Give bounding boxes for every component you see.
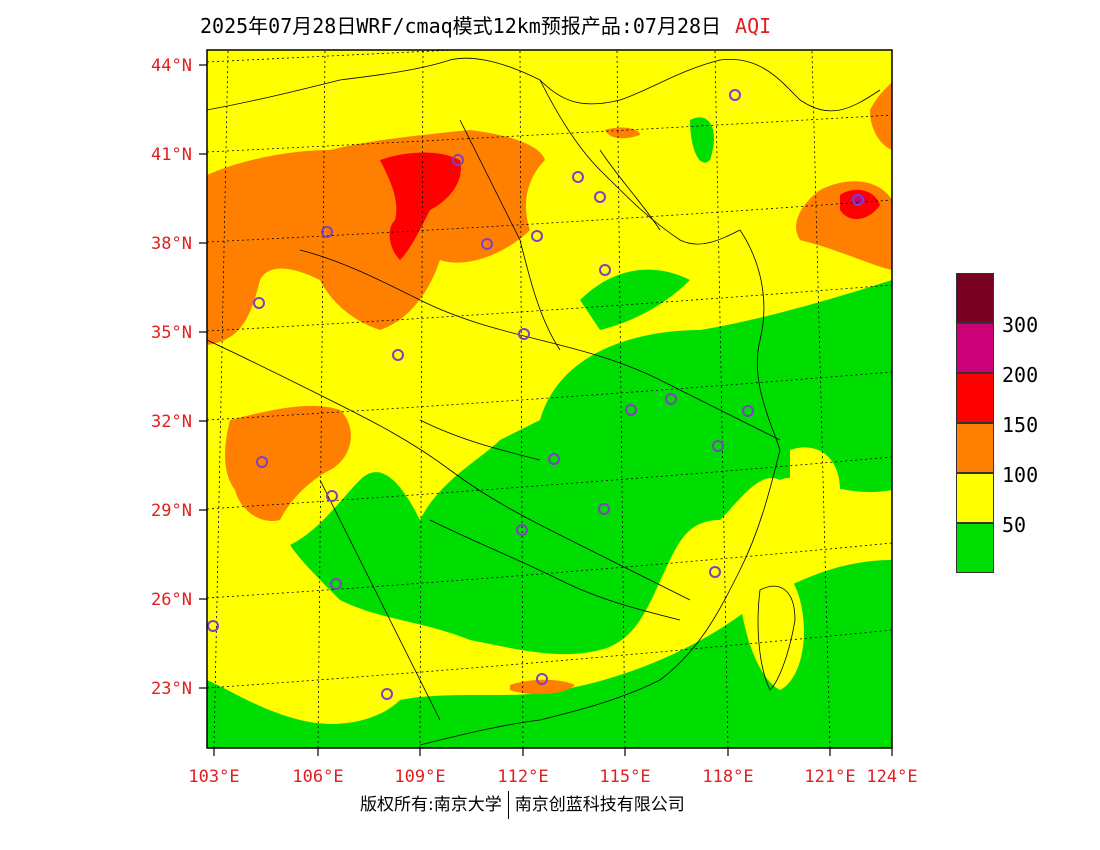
latitude-label: 29°N xyxy=(151,501,192,521)
legend-label: 200 xyxy=(1002,363,1039,387)
footer-divider xyxy=(507,791,509,819)
longitude-label: 121°E xyxy=(804,767,855,787)
legend-label: 150 xyxy=(1002,413,1039,437)
legend-swatch-unhealthy xyxy=(956,373,994,423)
unhealthy-sensitive-area-west xyxy=(207,230,227,320)
station-markers xyxy=(207,89,864,700)
sea-moderate-patch xyxy=(790,447,840,501)
latitude-axis: 44°N 41°N 38°N 35°N 32°N 29°N 26°N 23°N xyxy=(151,56,207,699)
footer: 版权所有:南京大学 南京创蓝科技有限公司 xyxy=(360,790,685,819)
station-marker xyxy=(256,456,268,468)
legend-swatch-very-unhealthy-dark xyxy=(956,273,994,323)
station-marker xyxy=(518,328,530,340)
station-marker xyxy=(709,566,721,578)
legend-swatch-moderate xyxy=(956,473,994,523)
variable-label: AQI xyxy=(735,14,772,38)
station-marker xyxy=(531,230,543,242)
boundaries xyxy=(207,57,881,746)
latitude-label: 35°N xyxy=(151,323,192,343)
unhealthy-sensitive-area-guangdong xyxy=(510,679,575,695)
legend-swatch-good xyxy=(956,523,994,573)
station-marker xyxy=(548,453,560,465)
station-marker xyxy=(381,688,393,700)
longitude-label: 103°E xyxy=(188,767,239,787)
longitude-label: 109°E xyxy=(394,767,445,787)
latitude-label: 32°N xyxy=(151,412,192,432)
longitude-label: 112°E xyxy=(497,767,548,787)
map-title: 2025年07月28日WRF/cmaq模式12km预报产品:07月28日 AQI xyxy=(200,10,771,39)
longitude-label: 115°E xyxy=(599,767,650,787)
station-marker xyxy=(330,578,342,590)
station-marker xyxy=(712,440,724,452)
legend-label: 50 xyxy=(1002,513,1027,537)
station-marker xyxy=(625,404,637,416)
unhealthy-sensitive-area-beijing xyxy=(605,127,640,139)
unhealthy-sensitive-area-sichuan xyxy=(225,405,351,521)
company-text: 南京创蓝科技有限公司 xyxy=(514,795,685,815)
station-marker xyxy=(598,503,610,515)
station-marker xyxy=(852,194,864,206)
good-area-shandong xyxy=(580,269,690,330)
station-marker xyxy=(742,405,754,417)
legend-swatch-very-unhealthy xyxy=(956,323,994,373)
taiwan-moderate xyxy=(740,564,804,690)
station-marker xyxy=(599,264,611,276)
good-area-north xyxy=(690,117,714,163)
station-marker xyxy=(452,154,464,166)
latitude-label: 41°N xyxy=(151,145,192,165)
station-marker xyxy=(321,226,333,238)
longitude-label: 106°E xyxy=(292,767,343,787)
graticule xyxy=(207,50,892,748)
station-marker xyxy=(665,393,677,405)
station-marker xyxy=(594,191,606,203)
unhealthy-area-inner-mongolia xyxy=(380,152,461,260)
longitude-axis: 103°E 106°E 109°E 112°E 115°E 118°E 121°E 124°E xyxy=(188,748,918,787)
legend-label: 300 xyxy=(1002,313,1039,337)
station-marker xyxy=(481,238,493,250)
latitude-label: 26°N xyxy=(151,590,192,610)
station-marker xyxy=(516,524,528,536)
latitude-label: 44°N xyxy=(151,56,192,76)
station-marker xyxy=(207,620,219,632)
unhealthy-sensitive-area-ne xyxy=(870,80,892,150)
station-marker xyxy=(326,490,338,502)
station-marker xyxy=(536,673,548,685)
longitude-label: 118°E xyxy=(702,767,753,787)
legend-label: 100 xyxy=(1002,463,1039,487)
longitude-label: 124°E xyxy=(866,767,917,787)
title-text: 2025年07月28日WRF/cmaq模式12km预报产品:07月28日 xyxy=(200,14,722,38)
legend-swatch-unhealthy-sensitive xyxy=(956,423,994,473)
station-marker xyxy=(392,349,404,361)
station-marker xyxy=(253,297,265,309)
good-area-coast xyxy=(207,560,892,748)
map-frame xyxy=(206,49,893,749)
latitude-label: 38°N xyxy=(151,234,192,254)
latitude-label: 23°N xyxy=(151,679,192,699)
good-area-center xyxy=(546,420,608,520)
copyright-text: 版权所有:南京大学 xyxy=(360,795,502,815)
map-fill-layer xyxy=(207,50,892,748)
station-marker xyxy=(572,171,584,183)
unhealthy-sensitive-area-north xyxy=(207,130,545,345)
station-marker xyxy=(729,89,741,101)
